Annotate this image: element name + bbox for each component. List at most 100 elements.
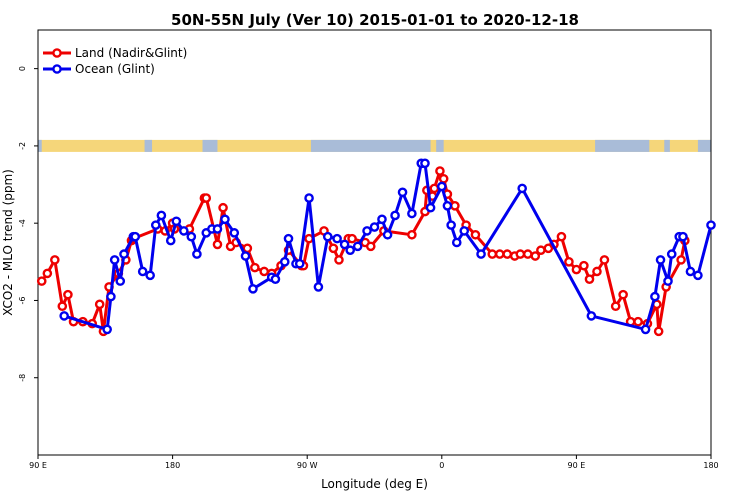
data-point <box>584 274 595 285</box>
data-point <box>334 255 344 265</box>
band-ocean-segment <box>436 139 444 152</box>
data-point <box>494 249 505 259</box>
data-point <box>442 200 453 211</box>
data-point <box>666 249 677 259</box>
data-point <box>693 270 703 281</box>
data-point <box>655 255 666 265</box>
data-point <box>156 210 167 221</box>
legend: Land (Nadir&Glint) Ocean (Glint) <box>43 46 187 76</box>
data-point <box>390 210 400 221</box>
data-point <box>339 239 350 250</box>
chart-title: 50N-55N July (Ver 10) 2015-01-01 to 2020… <box>171 11 579 29</box>
legend-label: Ocean (Glint) <box>75 62 155 76</box>
plot-area <box>37 29 712 456</box>
data-point <box>515 249 526 259</box>
data-point <box>663 276 673 286</box>
data-point <box>450 200 460 211</box>
data-point <box>451 237 462 248</box>
data-point <box>369 222 380 232</box>
x-tick-label: 0 <box>439 461 444 470</box>
data-point <box>42 268 53 279</box>
data-point <box>328 243 339 254</box>
data-point <box>186 231 197 242</box>
data-point <box>150 220 161 230</box>
data-point <box>57 301 68 312</box>
data-point <box>429 183 440 194</box>
data-point <box>137 266 148 277</box>
data-point <box>212 239 223 250</box>
data-point <box>279 257 290 267</box>
data-point <box>283 233 294 244</box>
data-point <box>459 226 470 236</box>
data-point <box>470 229 481 240</box>
data-point <box>678 231 688 242</box>
data-point <box>407 208 417 219</box>
data-point <box>599 255 610 265</box>
legend-marker <box>52 64 62 74</box>
data-point <box>294 258 305 269</box>
series-land <box>36 166 690 337</box>
data-point <box>192 249 202 259</box>
x-tick-label: 180 <box>165 461 180 470</box>
x-axis-label: Longitude (deg E) <box>321 477 428 491</box>
y-tick-label: -8 <box>18 374 27 382</box>
band-ocean-segment <box>697 139 711 152</box>
data-point <box>377 214 387 225</box>
data-point <box>633 316 643 327</box>
data-point <box>109 255 120 265</box>
band-ocean-segment <box>310 139 431 152</box>
data-point <box>706 220 716 230</box>
x-tick-label: 180 <box>703 461 718 470</box>
x-tick-label: 90 E <box>568 461 586 470</box>
data-point <box>201 193 212 203</box>
y-tick-label: -2 <box>18 142 27 150</box>
data-point <box>425 202 436 213</box>
data-point <box>345 245 355 256</box>
data-point <box>650 291 660 302</box>
data-point <box>586 311 597 321</box>
data-point <box>218 202 228 213</box>
data-point <box>517 183 527 194</box>
data-point <box>332 233 342 244</box>
x-axis: 90 E 180 90 W 0 90 E 180 <box>29 455 719 470</box>
data-point <box>435 166 445 176</box>
data-point <box>502 249 513 259</box>
data-point <box>50 255 60 265</box>
data-point <box>362 226 372 236</box>
data-point <box>420 158 430 169</box>
data-point <box>248 284 258 294</box>
data-point <box>115 276 126 286</box>
data-point <box>130 231 141 242</box>
x-tick-label: 90 W <box>297 461 318 470</box>
data-point <box>304 193 314 203</box>
data-point <box>592 266 602 277</box>
land-ocean-band <box>38 139 711 152</box>
data-point <box>530 251 541 261</box>
data-point <box>676 255 686 265</box>
data-point <box>564 257 574 267</box>
data-point <box>171 216 182 227</box>
band-ocean-segment <box>664 139 670 152</box>
data-point <box>322 231 333 242</box>
data-point <box>556 231 567 242</box>
data-point <box>102 324 112 335</box>
data-point <box>63 289 73 300</box>
y-axis-label: XCO2 - MLO trend (ppm) <box>1 169 15 316</box>
series-ocean <box>59 158 716 335</box>
data-point <box>145 270 155 281</box>
x-tick-label: 90 E <box>29 461 47 470</box>
data-point <box>119 249 129 259</box>
data-point <box>36 276 47 286</box>
data-point <box>436 181 447 192</box>
data-point <box>365 241 376 252</box>
data-point <box>352 241 363 252</box>
data-point <box>106 291 116 302</box>
data-point <box>313 282 324 292</box>
data-point <box>229 228 240 238</box>
band-ocean-segment <box>595 139 650 152</box>
data-point <box>242 243 253 254</box>
band-ocean-segment <box>202 139 218 152</box>
series-group <box>36 158 716 337</box>
band-ocean-segment <box>144 139 153 152</box>
